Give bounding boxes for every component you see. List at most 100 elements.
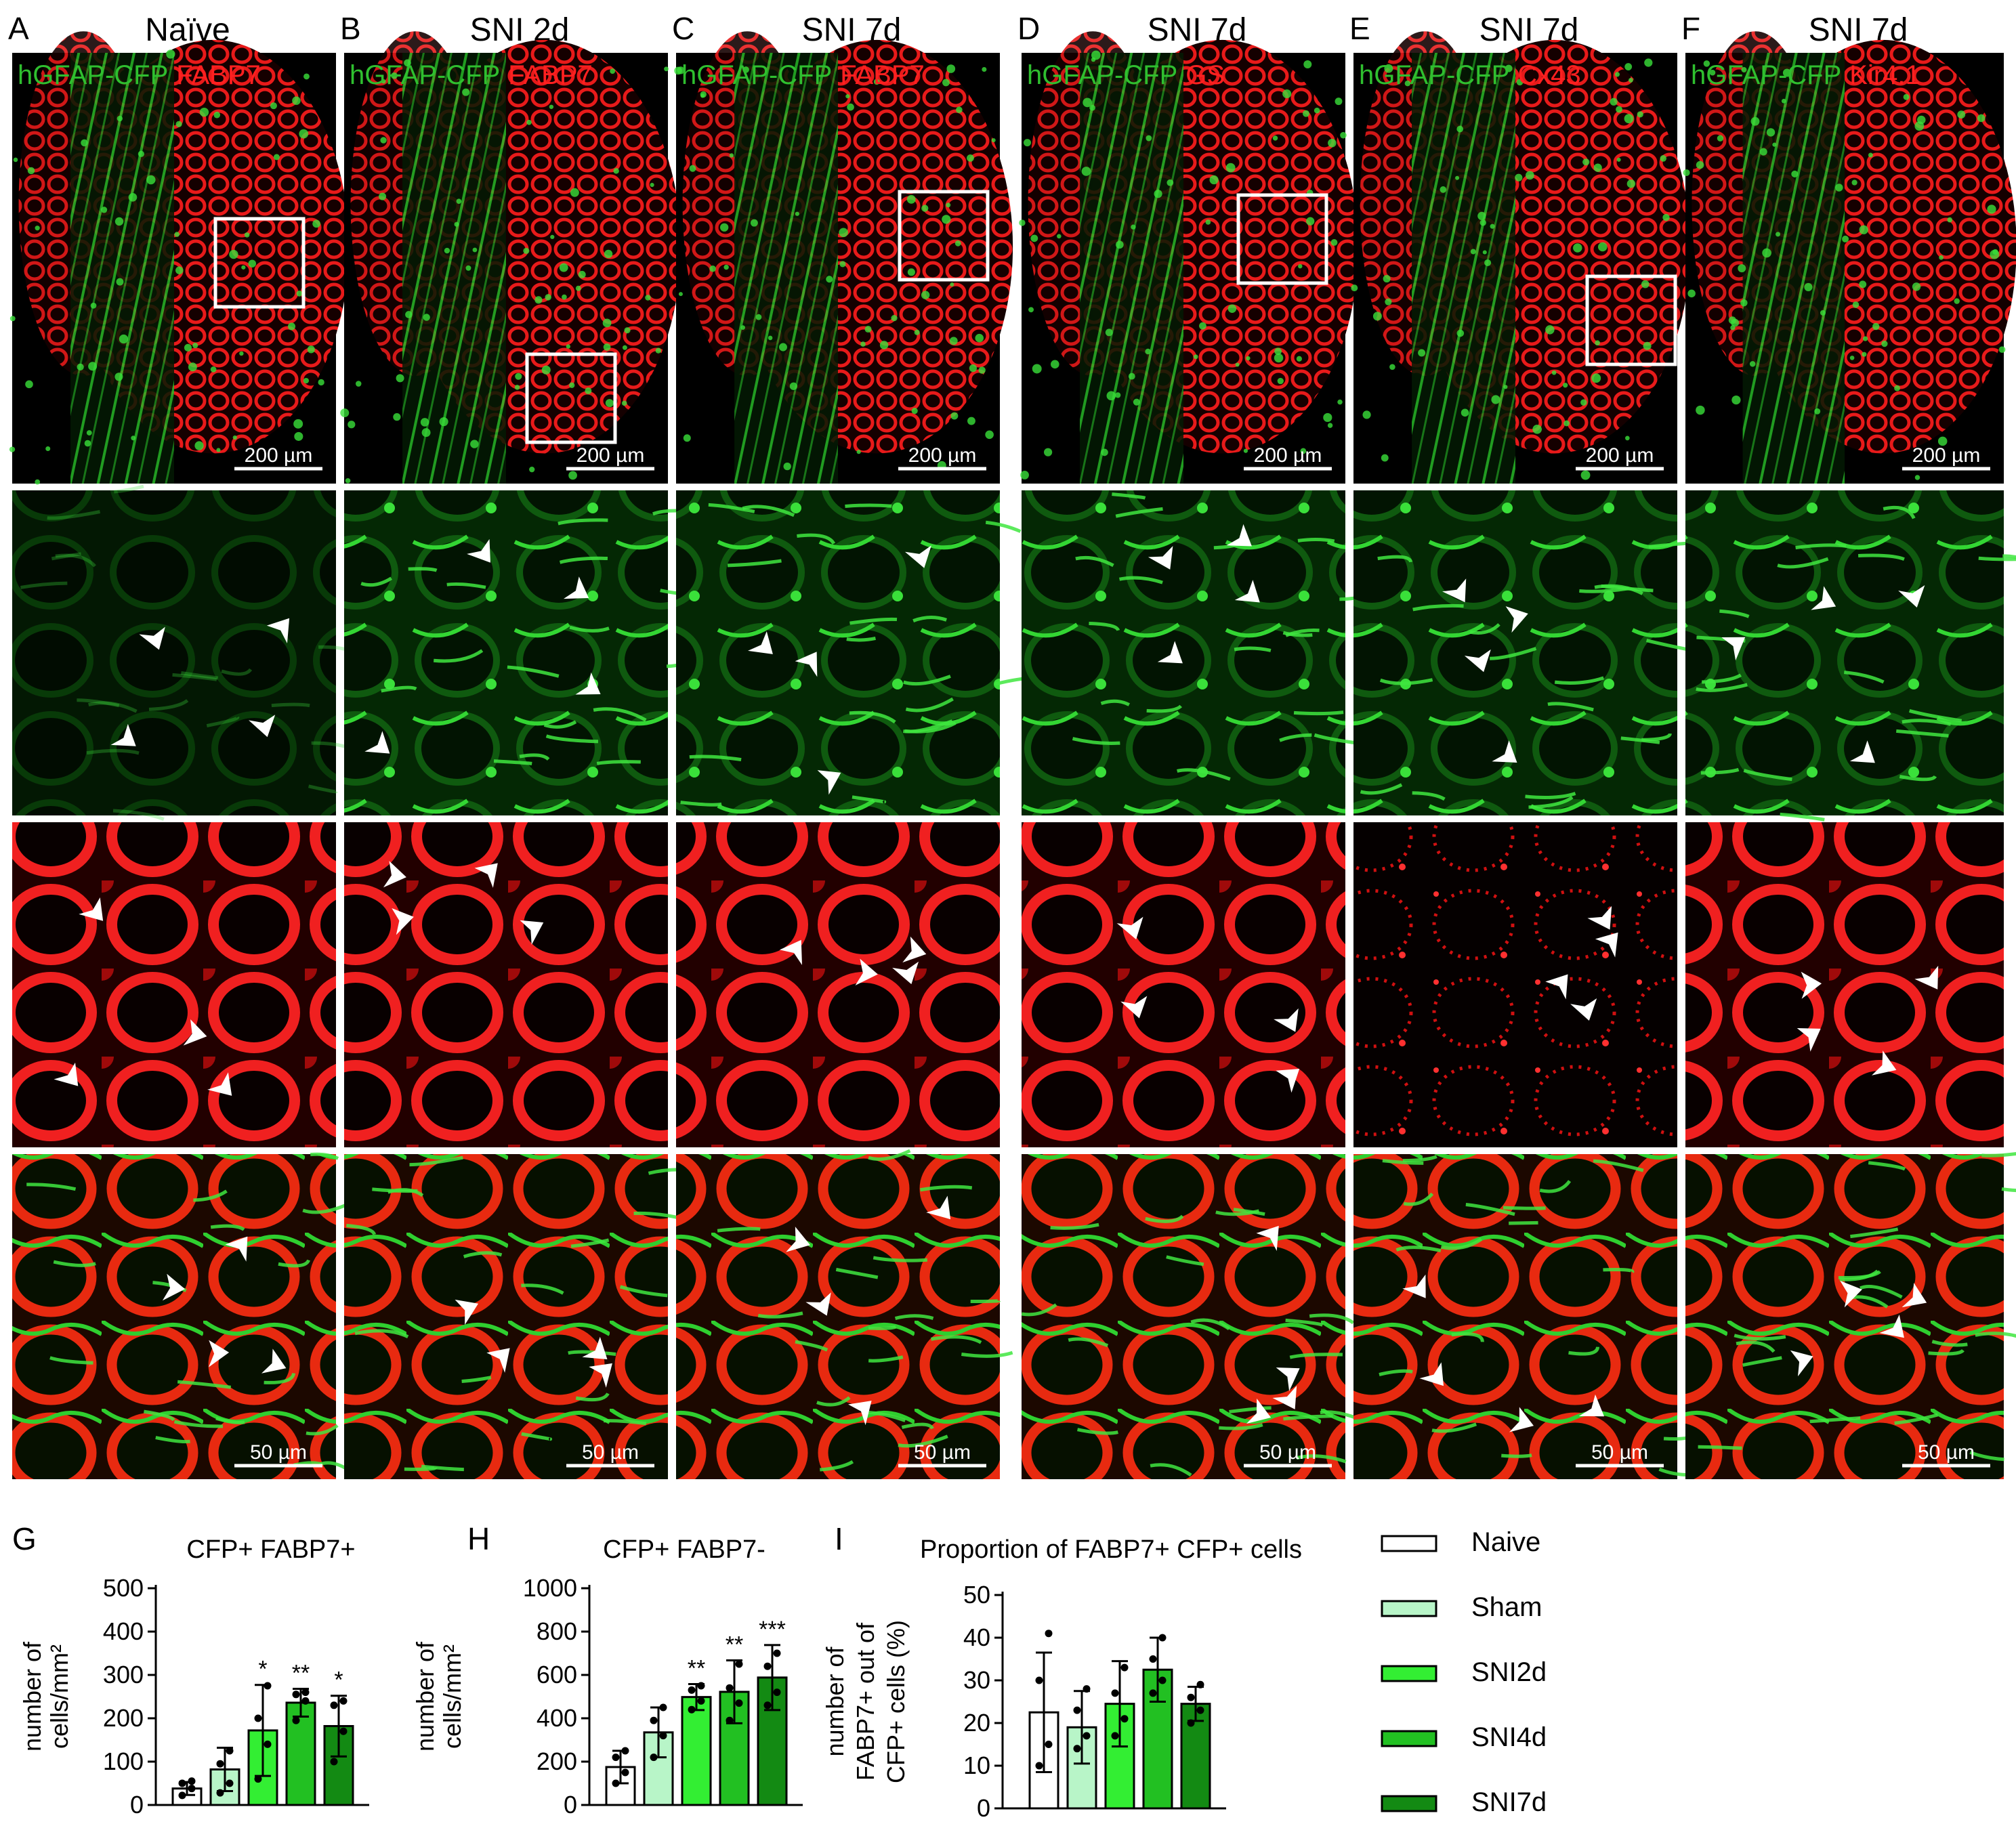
legend-swatch	[1381, 1730, 1437, 1747]
cfp-process	[1289, 1353, 1343, 1359]
cfp-cell	[1696, 161, 1704, 169]
cfp-cell	[1894, 385, 1900, 391]
data-point	[763, 1662, 772, 1670]
scale-label: 50 µm	[914, 1441, 971, 1464]
cfp-cell	[470, 440, 479, 448]
data-point	[1035, 1676, 1043, 1684]
cfp-process	[215, 1416, 245, 1424]
cfp-cell	[1762, 248, 1771, 258]
scale-label: 50 µm	[250, 1441, 307, 1464]
cfp-process	[849, 617, 898, 625]
cfp-cell	[270, 102, 277, 110]
cfp-cell	[1624, 114, 1634, 124]
data-point	[301, 1697, 310, 1705]
cell-texture	[12, 822, 336, 1147]
cfp-process	[1743, 769, 1792, 782]
significance-label: **	[688, 1655, 705, 1681]
arrow-icon	[1790, 1350, 1813, 1377]
micrograph-green	[12, 484, 362, 821]
micrograph-red	[1353, 822, 1677, 1147]
cfp-cell	[1992, 249, 1998, 255]
cfp-process	[1077, 1428, 1118, 1435]
cfp-process	[507, 665, 560, 678]
micrograph-overview: hGFAP-CFP GS 200 µm	[1019, 31, 1359, 484]
inset-box	[1236, 193, 1328, 285]
stain-green: hGFAP-CFP	[1359, 60, 1509, 90]
cfp-process	[1293, 710, 1344, 716]
cfp-process	[1978, 556, 2016, 561]
cfp-process	[306, 1424, 339, 1436]
bar-sni2d	[681, 1696, 712, 1806]
cfp-cell	[1105, 328, 1113, 337]
cfp-cell	[45, 446, 51, 452]
cfp-cell	[287, 322, 296, 331]
cfp-process	[558, 518, 608, 526]
cfp-process	[433, 649, 484, 663]
cell-texture	[1685, 822, 2004, 1147]
cfp-cell	[949, 337, 958, 345]
cfp-cell	[604, 249, 613, 259]
cfp-process	[868, 1149, 911, 1161]
cfp-cell	[1282, 89, 1292, 99]
cfp-cell	[1862, 352, 1867, 357]
data-point	[1073, 1745, 1081, 1753]
cfp-cell	[1580, 470, 1591, 480]
y-tick-label: 800	[537, 1617, 577, 1645]
cfp-process	[575, 1393, 610, 1402]
cfp-process	[1641, 733, 1672, 742]
cfp-cell	[1505, 64, 1513, 72]
cfp-cell	[81, 139, 88, 147]
panel-letter: D	[1017, 11, 1040, 46]
cfp-process	[1395, 1246, 1442, 1252]
cfp-cell	[1782, 68, 1791, 77]
arrowhead-icon	[1914, 965, 1939, 990]
panel-letter: F	[1681, 11, 1700, 46]
data-point	[612, 1779, 620, 1787]
chart-title: CFP+ FABP7-	[603, 1535, 765, 1564]
cfp-cell	[956, 106, 963, 114]
cfp-cell	[689, 165, 696, 172]
arrowhead-icon	[1545, 974, 1568, 1000]
y-tick-label: 300	[103, 1661, 144, 1688]
arrow-icon	[848, 1401, 872, 1426]
cfp-cell	[559, 263, 568, 272]
cfp-cell	[873, 79, 880, 85]
scale-label: 50 µm	[1259, 1441, 1316, 1464]
cfp-cell	[444, 247, 450, 254]
cfp-cell	[911, 408, 918, 415]
cfp-cell	[1455, 175, 1460, 180]
cfp-cell	[1246, 356, 1251, 361]
cfp-cell	[1872, 322, 1880, 331]
cfp-cell	[307, 345, 315, 354]
nerve-fibers	[1412, 53, 1515, 484]
cfp-cell	[175, 121, 182, 127]
arrow-icon	[1587, 906, 1612, 930]
cfp-cell	[1337, 399, 1343, 405]
cfp-process	[1777, 557, 1829, 569]
data-point	[188, 1777, 196, 1785]
cfp-cell	[229, 249, 238, 259]
cfp-cell	[1957, 110, 1966, 119]
scale-label: 200 µm	[1912, 444, 1981, 467]
cfp-process	[1700, 767, 1740, 775]
cfp-cell	[678, 292, 683, 297]
data-point	[659, 1732, 667, 1740]
cfp-cell	[991, 138, 996, 143]
arrow-icon	[79, 897, 104, 921]
cfp-cell	[1781, 98, 1786, 104]
cfp-cell	[1791, 170, 1799, 178]
cfp-cell	[1484, 259, 1492, 266]
cfp-cell	[946, 64, 956, 73]
legend-label: Naive	[1471, 1527, 1540, 1557]
cfp-cell	[296, 290, 303, 297]
cfp-cell	[677, 66, 685, 75]
cfp-process	[1089, 621, 1120, 631]
cfp-cell	[175, 266, 184, 274]
cfp-process	[680, 801, 722, 807]
cfp-cell	[119, 334, 129, 344]
cfp-cell	[740, 325, 745, 330]
cfp-process	[1100, 699, 1130, 706]
arrow-icon	[1226, 524, 1252, 547]
bar-sni4d	[285, 1701, 316, 1806]
